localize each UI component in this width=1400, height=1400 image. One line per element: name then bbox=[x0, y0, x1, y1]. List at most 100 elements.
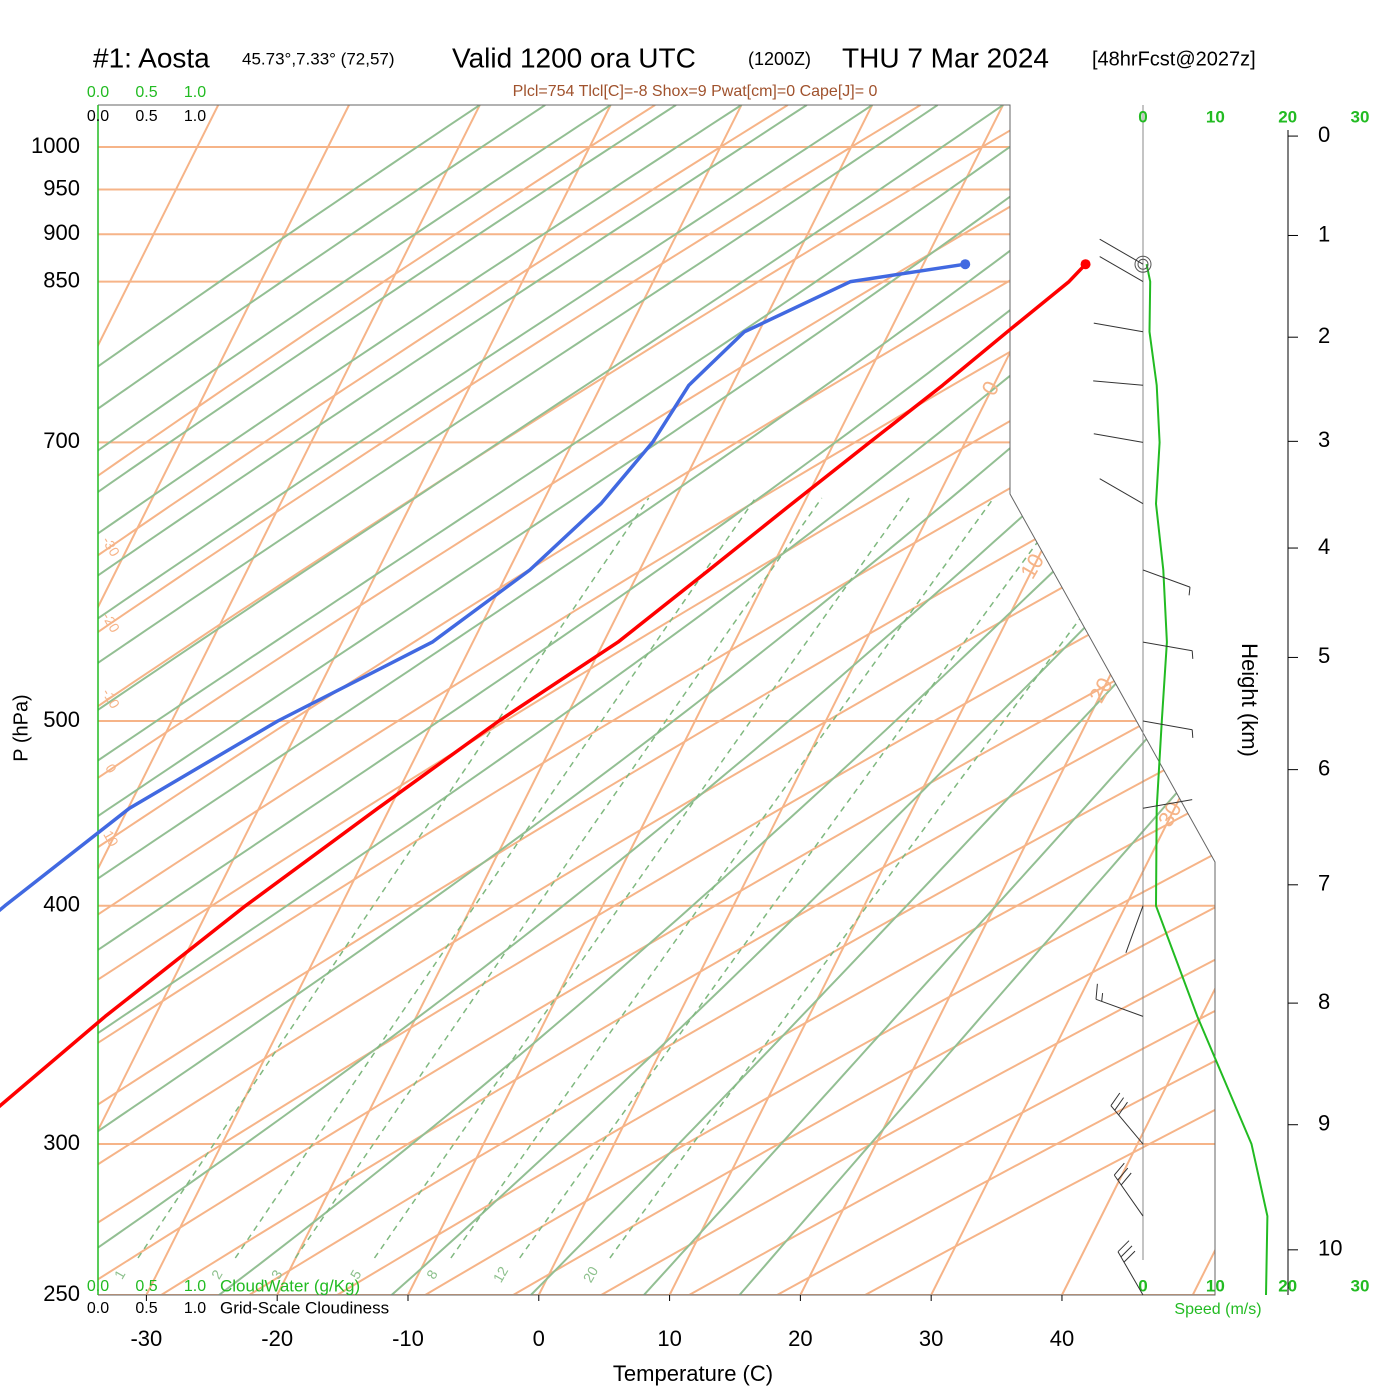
valid-time: Valid 1200 ora UTC bbox=[452, 42, 696, 73]
wind-barb bbox=[1099, 256, 1144, 282]
height-tick-label: 6 bbox=[1318, 755, 1330, 780]
height-axis-label: Height (km) bbox=[1237, 643, 1262, 757]
height-tick-label: 0 bbox=[1318, 122, 1330, 147]
speed-tick-label: 20 bbox=[1278, 1276, 1297, 1295]
wind-barb bbox=[1093, 433, 1144, 443]
temperature-line bbox=[0, 262, 1087, 1109]
location: 45.73°,7.33° (72,57) bbox=[242, 49, 395, 68]
y-tick-label: 1000 bbox=[31, 133, 80, 158]
isotherm bbox=[98, 105, 481, 1295]
moist-adiabat bbox=[98, 105, 808, 1295]
speed-tick-label: 30 bbox=[1351, 107, 1370, 126]
moist-adiabat bbox=[390, 105, 1215, 1295]
height-tick-label: 3 bbox=[1318, 427, 1330, 452]
plot-frame bbox=[98, 104, 1216, 1296]
dry-adiabat bbox=[248, 105, 1215, 1295]
dry-adiabat bbox=[98, 105, 1215, 1295]
isotherm bbox=[276, 105, 874, 1295]
cloud-water-label: CloudWater (g/Kg) bbox=[220, 1276, 360, 1295]
wind-barb bbox=[1095, 983, 1144, 1017]
speed-tick-label: 10 bbox=[1206, 107, 1225, 126]
isotherm bbox=[1061, 105, 1215, 1295]
y-tick-label: 300 bbox=[43, 1130, 80, 1155]
cloud-water-tick: 0.0 bbox=[87, 84, 109, 101]
y-axis-label: P (hPa) bbox=[10, 694, 32, 761]
mixing-ratio-line bbox=[450, 497, 995, 1259]
cloudiness-tick: 0.0 bbox=[87, 108, 109, 125]
dry-adiabat bbox=[98, 105, 1215, 1295]
moist-adiabat bbox=[98, 105, 677, 1295]
dry-adiabat bbox=[98, 105, 789, 1295]
dry-adiabat bbox=[424, 105, 1215, 1295]
height-tick-label: 10 bbox=[1318, 1236, 1342, 1261]
valid-z: (1200Z) bbox=[748, 49, 811, 69]
speed-tick-label: 20 bbox=[1278, 107, 1297, 126]
title: #1: Aosta bbox=[93, 42, 210, 73]
moist-adiabat bbox=[218, 105, 1215, 1295]
speed-axis-label: Speed (m/s) bbox=[1174, 1301, 1261, 1318]
forecast: [48hrFcst@2027z] bbox=[1092, 48, 1256, 70]
mixing-ratio-label: 20 bbox=[580, 1263, 602, 1285]
height-tick-label: 8 bbox=[1318, 989, 1330, 1014]
y-tick-label: 700 bbox=[43, 428, 80, 453]
height-tick-label: 2 bbox=[1318, 323, 1330, 348]
cloud-water-tick: 1.0 bbox=[184, 1278, 206, 1295]
mixing-ratio-label: 12 bbox=[490, 1263, 512, 1285]
height-tick-label: 4 bbox=[1318, 534, 1330, 559]
x-tick-label: 30 bbox=[919, 1326, 943, 1351]
wind-barb bbox=[1142, 569, 1191, 596]
isotherm bbox=[799, 105, 1215, 1295]
wind-barb bbox=[1093, 380, 1144, 386]
isotherm bbox=[98, 105, 612, 1295]
moist-adiabat bbox=[98, 105, 1200, 1295]
calm-marker bbox=[1134, 255, 1152, 273]
cloudiness-tick: 0.5 bbox=[135, 108, 157, 125]
dry-adiabat bbox=[98, 105, 1215, 1295]
cloudiness-label: Grid-Scale Cloudiness bbox=[220, 1298, 389, 1317]
isotherm bbox=[98, 105, 220, 1295]
moist-adiabat bbox=[98, 105, 612, 1295]
speed-tick-label: 10 bbox=[1206, 1276, 1225, 1295]
moist-adiabat bbox=[530, 105, 1215, 1295]
wind-barb bbox=[1142, 641, 1194, 659]
dry-adiabat bbox=[688, 105, 1215, 1295]
moist-adiabat bbox=[98, 105, 481, 1295]
moist-adiabat bbox=[98, 105, 1215, 1295]
wind-barb bbox=[1117, 1240, 1144, 1296]
height-tick-label: 7 bbox=[1318, 871, 1330, 896]
wind-barb bbox=[1110, 1092, 1144, 1145]
speed-tick-label: 30 bbox=[1351, 1276, 1370, 1295]
dry-adiabat bbox=[98, 105, 1215, 1295]
dewpoint-line bbox=[0, 262, 966, 913]
dry-adiabat bbox=[98, 105, 1054, 1295]
isotherm bbox=[930, 105, 1215, 1295]
dry-adiabat bbox=[336, 105, 1215, 1295]
y-tick-label: 950 bbox=[43, 175, 80, 200]
wind-barb bbox=[1113, 1162, 1144, 1217]
x-tick-label: -20 bbox=[261, 1326, 293, 1351]
wind-barb bbox=[1099, 478, 1144, 505]
dry-adiabat bbox=[98, 105, 1187, 1295]
wind-speed-line bbox=[1145, 263, 1269, 1296]
cloud-water-tick: 1.0 bbox=[184, 84, 206, 101]
surface-point bbox=[1080, 259, 1091, 270]
dry-adiabat bbox=[512, 105, 1215, 1295]
mixing-ratio-line bbox=[373, 497, 910, 1259]
surface-point bbox=[960, 259, 971, 270]
dry-adiabat bbox=[600, 105, 1215, 1295]
speed-tick-label: 0 bbox=[1138, 107, 1147, 126]
height-tick-label: 5 bbox=[1318, 643, 1330, 668]
dry-adiabat bbox=[98, 105, 1215, 1295]
cloud-water-tick: 0.0 bbox=[87, 1278, 109, 1295]
y-tick-label: 250 bbox=[43, 1281, 80, 1306]
dry-adiabat bbox=[98, 105, 1215, 1295]
y-tick-label: 900 bbox=[43, 220, 80, 245]
cloud-water-tick: 0.5 bbox=[135, 84, 157, 101]
isotherm bbox=[407, 105, 1004, 1295]
y-tick-label: 400 bbox=[43, 892, 80, 917]
height-tick-label: 1 bbox=[1318, 221, 1330, 246]
mixing-ratio-line bbox=[137, 497, 650, 1259]
y-tick-label: 850 bbox=[43, 267, 80, 292]
dry-adiabat bbox=[98, 105, 1215, 1295]
